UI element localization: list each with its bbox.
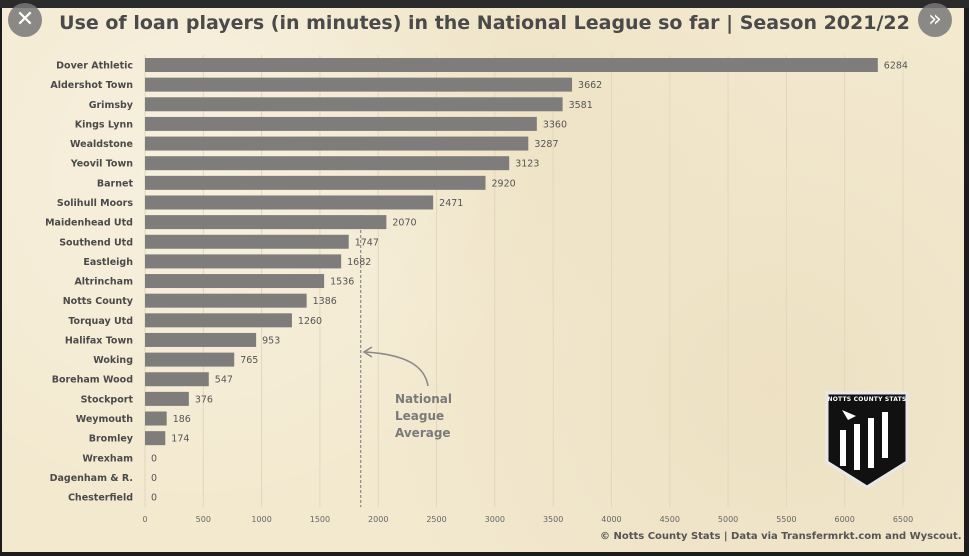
bar [145,97,563,112]
bar [145,136,529,151]
bar [145,234,349,249]
bar [145,175,486,190]
value-label: 6284 [884,61,908,72]
value-label: 3662 [578,80,602,91]
x-tick-label: 1000 [251,515,271,524]
logo-shield [825,391,909,489]
category-label: Stockport [81,394,134,405]
value-label: 1682 [347,257,371,268]
x-tick-label: 6500 [893,515,913,524]
value-label: 3287 [534,139,558,150]
category-label: Aldershot Town [50,80,133,91]
bar [145,195,434,210]
close-icon: ✕ [15,7,35,32]
bar [145,391,189,406]
annotation-line2: Average [395,426,451,440]
logo-text: NOTTS COUNTY STATS [827,396,907,403]
value-label: 2920 [492,178,516,189]
category-label: Torquay Utd [68,316,133,327]
value-label: 1260 [298,316,322,327]
x-tick-label: 500 [196,515,211,524]
category-label: Southend Utd [59,237,133,248]
category-label: Grimsby [89,100,134,111]
bar [145,156,510,171]
value-label: 765 [240,355,258,366]
value-label: 174 [171,434,189,445]
notts-county-stats-logo: NOTTS COUNTY STATS [824,390,910,490]
bar [145,215,387,230]
value-label: 0 [151,493,157,504]
annotation-line1: National League [395,392,452,423]
value-label: 1386 [313,296,337,307]
category-label: Barnet [97,178,134,189]
value-label: 3581 [569,100,593,111]
value-label: 186 [173,414,191,425]
bar [145,332,257,347]
x-tick-label: 4000 [601,515,621,524]
value-label: 1536 [330,277,354,288]
category-label: Chesterfield [68,493,133,504]
footer-credit: © Notts County Stats | Data via Transfer… [600,531,962,542]
x-tick-label: 5000 [718,515,738,524]
category-label: Wealdstone [70,139,133,150]
category-label: Notts County [63,296,134,307]
value-label: 3123 [515,159,539,170]
value-label: 1747 [355,237,379,248]
value-label: 2070 [392,218,416,229]
value-label: 953 [262,335,280,346]
x-tick-label: 3500 [543,515,563,524]
value-label: 0 [151,473,157,484]
category-label: Maidenhead Utd [45,218,133,229]
category-label: Kings Lynn [75,119,134,130]
bar [145,352,235,367]
category-label: Altrincham [74,277,133,288]
bar [145,77,573,92]
annotation-arrow [365,351,429,387]
bar [145,254,342,269]
bar [145,411,167,426]
value-label: 3360 [543,119,567,130]
x-tick-label: 2000 [368,515,388,524]
category-label: Eastleigh [83,257,133,268]
labels: Dover Athletic 6284 Aldershot Town 3662 Grim… [45,61,908,504]
value-label: 376 [195,394,213,405]
window-top-bar [0,0,969,8]
x-tick-label: 5500 [776,515,796,524]
x-tick-label: 2500 [426,515,446,524]
chart-title: Use of loan players (in minutes) in the … [59,12,910,34]
category-label: Wrexham [82,453,133,464]
average-annotation: National League Average [395,391,505,442]
x-tick-label: 6000 [835,515,855,524]
category-label: Woking [93,355,133,366]
x-tick-label: 4500 [660,515,680,524]
category-label: Weymouth [76,414,134,425]
bars [145,58,878,446]
close-button[interactable]: ✕ [8,3,42,37]
bar [145,58,878,72]
x-axis-ticks: 0 500 1000 1500 2000 2500 3000 3500 4000 4500 5000… [142,515,913,524]
x-tick-label: 0 [142,515,147,524]
bar [145,372,209,387]
x-tick-label: 3000 [485,515,505,524]
value-label: 0 [151,453,157,464]
bar [145,431,166,446]
bar [145,116,537,131]
value-label: 547 [215,375,233,386]
bar [145,274,325,289]
category-label: Dagenham & R. [50,473,133,484]
annotation-arrowhead [362,346,373,358]
category-label: Bromley [89,434,134,445]
value-label: 2471 [439,198,463,209]
next-button[interactable]: » [918,3,952,37]
x-tick-label: 1500 [310,515,330,524]
bar [145,293,307,308]
category-label: Halifax Town [65,335,133,346]
bar [145,313,292,328]
double-chevron-right-icon: » [928,7,942,32]
category-label: Yeovil Town [70,159,134,170]
category-label: Dover Athletic [56,61,133,72]
category-label: Solihull Moors [57,198,133,209]
category-label: Boreham Wood [52,375,133,386]
